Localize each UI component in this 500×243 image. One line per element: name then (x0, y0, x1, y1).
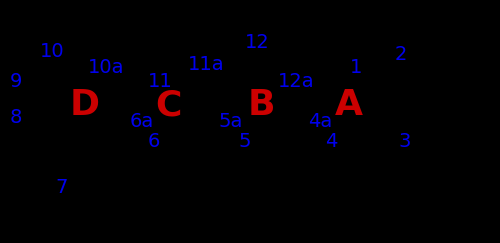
Text: 5: 5 (238, 132, 250, 151)
Text: 12: 12 (245, 33, 270, 52)
Text: 4: 4 (325, 132, 338, 151)
Text: 11: 11 (148, 72, 173, 91)
Text: A: A (335, 88, 363, 122)
Text: D: D (70, 88, 100, 122)
Text: 3: 3 (398, 132, 410, 151)
Text: B: B (248, 88, 276, 122)
Text: 2: 2 (395, 45, 407, 64)
Text: 9: 9 (10, 72, 22, 91)
Text: 12a: 12a (278, 72, 314, 91)
Text: 6: 6 (148, 132, 160, 151)
Text: 11a: 11a (188, 55, 224, 74)
Text: 6a: 6a (130, 112, 154, 131)
Text: 7: 7 (55, 178, 68, 197)
Text: 10a: 10a (88, 58, 124, 77)
Text: 10: 10 (40, 42, 64, 61)
Text: C: C (155, 88, 182, 122)
Text: 1: 1 (350, 58, 362, 77)
Text: 8: 8 (10, 108, 22, 127)
Text: 4a: 4a (308, 112, 332, 131)
Text: 5a: 5a (218, 112, 242, 131)
